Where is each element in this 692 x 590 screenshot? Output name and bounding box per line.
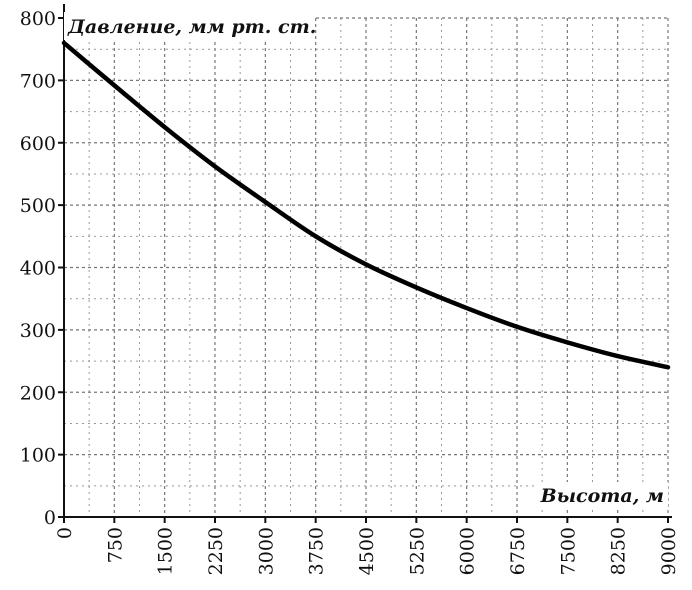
x-axis-title-background (536, 482, 668, 510)
x-tick-label: 6750 (507, 527, 529, 575)
x-tick-label: 750 (104, 527, 126, 563)
x-tick-label: 9000 (658, 527, 680, 575)
x-tick-label: 8250 (608, 527, 630, 575)
x-tick-labels: 0 750 1500 2250 3000 3750 4500 5250 6000 6750 7500… (54, 517, 680, 575)
x-axis-title: Высота, м (540, 485, 664, 507)
y-tick-labels: 0 100 200 300 400 500 600 700 800 (20, 8, 64, 529)
y-tick-label: 400 (20, 258, 56, 280)
x-tick-label: 5250 (406, 527, 428, 575)
grid (64, 17, 669, 517)
x-tick-label: 3000 (255, 527, 277, 575)
y-tick-label: 100 (20, 445, 56, 467)
series-layer (61, 40, 671, 370)
y-tick-label: 200 (20, 382, 56, 404)
x-tick-label: 2250 (205, 527, 227, 575)
y-tick-label: 500 (20, 195, 56, 217)
x-tick-label: 3750 (306, 527, 328, 575)
y-tick-label: 600 (20, 133, 56, 155)
y-tick-label: 0 (44, 507, 56, 529)
y-axis-title: Давление, мм рт. ст. (67, 16, 316, 38)
x-tick-label: 7500 (557, 527, 579, 575)
x-tick-label: 0 (54, 527, 76, 539)
x-tick-label: 4500 (356, 527, 378, 575)
x-tick-label: 1500 (155, 527, 177, 575)
y-tick-label: 800 (20, 8, 56, 30)
y-tick-label: 700 (20, 70, 56, 92)
y-tick-label: 300 (20, 320, 56, 342)
x-tick-label: 6000 (457, 527, 479, 575)
y-axis-title-background (64, 12, 314, 40)
pressure-curve (61, 40, 671, 370)
